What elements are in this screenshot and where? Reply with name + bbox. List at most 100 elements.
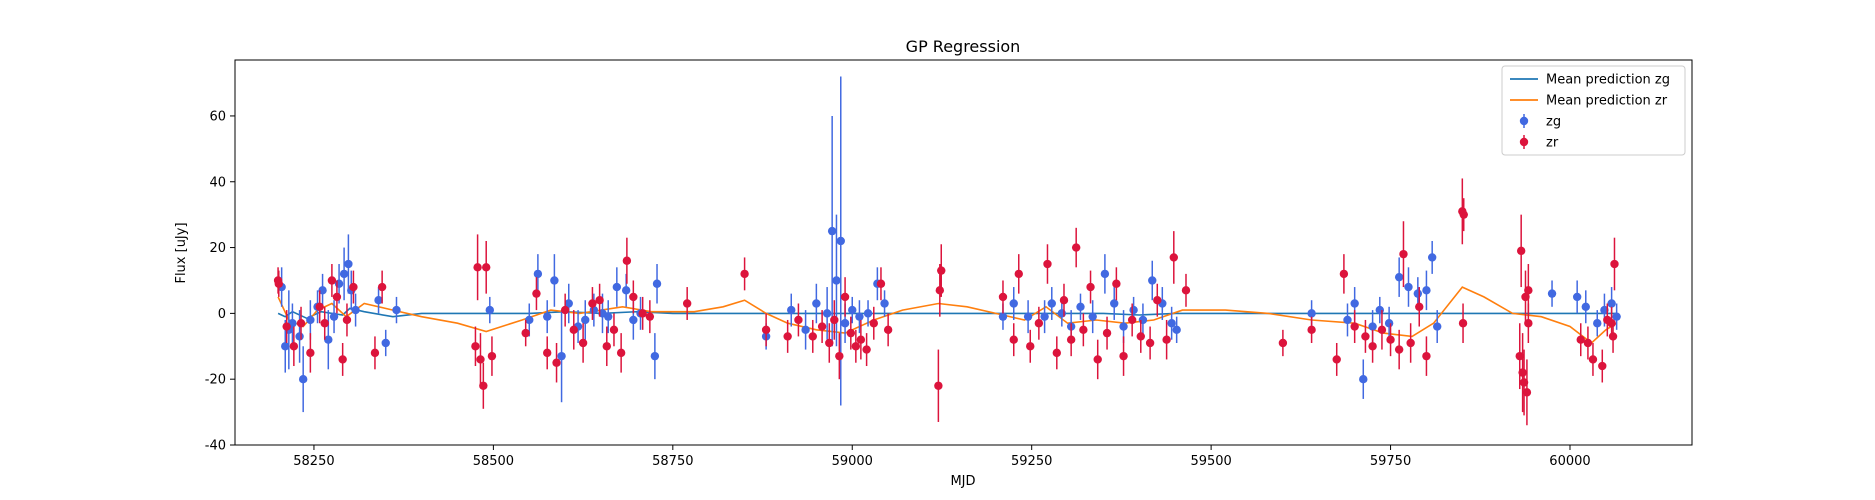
marker: [856, 335, 866, 344]
data-point-zr: [1014, 254, 1023, 294]
marker: [1071, 243, 1081, 252]
marker: [1404, 282, 1413, 292]
marker: [543, 312, 552, 321]
marker: [1119, 351, 1128, 361]
data-point-zr: [1153, 283, 1162, 317]
marker: [876, 279, 886, 288]
marker: [830, 315, 839, 325]
marker: [998, 292, 1008, 302]
marker: [1368, 342, 1377, 351]
marker: [344, 259, 353, 269]
marker: [822, 309, 832, 318]
marker: [883, 325, 893, 335]
data-point-zr: [595, 283, 604, 317]
y-tick-label: 20: [209, 241, 226, 256]
marker: [621, 286, 631, 295]
marker: [650, 351, 660, 361]
data-point-zr: [1386, 323, 1395, 357]
marker: [351, 305, 360, 315]
x-tick-label: 58500: [473, 454, 514, 469]
data-point-zr: [1598, 349, 1607, 383]
marker: [588, 299, 597, 308]
marker: [274, 279, 283, 288]
marker: [848, 305, 857, 315]
data-point-zr: [1026, 329, 1035, 363]
marker: [595, 296, 604, 305]
data-point-zr: [1332, 342, 1341, 376]
data-point-zg: [604, 300, 613, 334]
marker: [1332, 355, 1341, 364]
marker: [1100, 269, 1110, 279]
marker: [1145, 338, 1155, 348]
marker: [1361, 332, 1370, 341]
marker: [581, 315, 590, 325]
data-point-zr: [332, 280, 342, 314]
marker: [1518, 368, 1527, 377]
marker: [1399, 249, 1408, 259]
data-point-zr: [817, 310, 827, 343]
data-point-zr: [1406, 323, 1415, 363]
data-point-zr: [377, 270, 387, 304]
marker: [370, 348, 380, 358]
data-point-zg: [848, 296, 857, 324]
marker: [1375, 305, 1384, 315]
marker: [783, 332, 792, 341]
data-point-zr: [569, 310, 578, 350]
marker: [1169, 253, 1178, 262]
marker: [855, 312, 864, 321]
data-point-zr: [1066, 323, 1076, 357]
data-point-zr: [1059, 283, 1069, 317]
marker: [638, 309, 647, 318]
marker: [1023, 312, 1033, 321]
x-axis-label: MJD: [950, 474, 975, 489]
data-point-zg: [485, 296, 494, 324]
data-point-zr: [1459, 198, 1468, 232]
marker: [1339, 269, 1349, 279]
marker: [533, 269, 543, 279]
data-point-zg: [318, 273, 327, 307]
data-point-zg: [1343, 303, 1352, 337]
data-point-zr: [1093, 339, 1102, 380]
marker: [1102, 328, 1112, 338]
data-point-zg: [392, 296, 401, 324]
marker: [851, 342, 861, 351]
data-point-zr: [846, 316, 856, 350]
data-point-zr: [616, 333, 626, 373]
marker: [1572, 292, 1582, 302]
data-point-zg: [612, 267, 622, 307]
marker: [835, 351, 844, 361]
marker: [339, 269, 349, 279]
data-point-zg: [801, 310, 810, 350]
data-point-zr: [602, 326, 611, 367]
data-point-zg: [1404, 267, 1413, 307]
marker: [1359, 374, 1368, 384]
marker: [1583, 338, 1593, 348]
marker: [1377, 325, 1387, 335]
marker: [1129, 305, 1138, 315]
marker: [1153, 296, 1162, 305]
marker: [1009, 299, 1018, 308]
data-point-zr: [1350, 310, 1359, 343]
marker: [998, 312, 1008, 321]
y-tick-label: 40: [209, 175, 226, 190]
data-point-zr: [645, 300, 655, 334]
marker: [564, 299, 573, 308]
marker: [1394, 345, 1404, 354]
data-point-zr: [342, 303, 352, 337]
marker: [332, 292, 342, 302]
marker: [532, 289, 541, 298]
y-tick-label: 60: [209, 109, 226, 124]
legend: Mean prediction zg Mean prediction zr zg zr: [1501, 65, 1686, 156]
data-point-zr: [1307, 316, 1316, 343]
marker: [840, 319, 850, 328]
x-tick-label: 59000: [832, 454, 873, 469]
data-point-zr: [560, 293, 570, 327]
data-point-zr: [473, 234, 482, 301]
marker: [578, 338, 588, 348]
marker: [318, 286, 327, 295]
data-point-zr: [1034, 306, 1044, 340]
marker: [629, 292, 638, 302]
marker: [869, 319, 878, 328]
marker: [315, 302, 324, 311]
legend-item-zg-line: Mean prediction zg: [1510, 73, 1670, 88]
